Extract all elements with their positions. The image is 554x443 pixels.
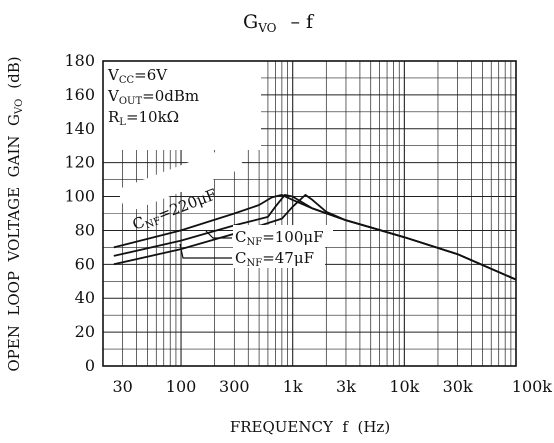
condition-vout: VOUT=0dBm xyxy=(107,87,199,107)
series-label-100: CNF=100μF xyxy=(235,228,324,248)
y-tick-label: 0 xyxy=(85,356,95,375)
plot-frame xyxy=(102,60,517,367)
y-tick-labels: 0 20 40 60 80 100 120 140 160 180 xyxy=(64,51,95,375)
x-axis-label: FREQUENCY f (Hz) xyxy=(230,418,390,436)
y-axis-label: OPEN LOOP VOLTAGE GAIN GVO(dB) xyxy=(5,56,25,371)
y-tick-label: 40 xyxy=(75,288,95,307)
conditions-box-bg xyxy=(103,61,261,150)
condition-vcc: VCC=6V xyxy=(107,66,168,86)
chart-title-rest: – f xyxy=(290,11,315,33)
conditions-box: VCC=6V VOUT=0dBm RL=10kΩ xyxy=(103,61,261,150)
label-bg-47 xyxy=(233,246,325,268)
x-tick-label: 100k xyxy=(512,377,553,396)
x-tick-label: 1k xyxy=(283,377,303,396)
series-line-2 xyxy=(113,193,517,281)
y-tick-label: 180 xyxy=(64,51,95,70)
x-tick-label: 10k xyxy=(389,377,419,396)
chart-title: GVO – f xyxy=(243,11,315,35)
condition-rl: RL=10kΩ xyxy=(108,108,179,128)
x-tick-label: 300 xyxy=(219,377,250,396)
label-bg-220 xyxy=(117,144,244,213)
y-tick-label: 20 xyxy=(75,322,95,341)
series-layer xyxy=(113,193,517,281)
x-tick-label: 30k xyxy=(443,377,473,396)
y-tick-label: 120 xyxy=(64,153,95,172)
x-tick-label: 30 xyxy=(112,377,132,396)
label-bg-100 xyxy=(233,225,333,247)
y-tick-label: 160 xyxy=(64,85,95,104)
x-tick-label: 100 xyxy=(166,377,197,396)
leader-100 xyxy=(205,230,232,239)
chart-title-sub: VO xyxy=(257,21,276,35)
y-tick-label: 60 xyxy=(75,254,95,273)
leader-47 xyxy=(179,243,232,259)
x-tick-labels: 30 100 300 1k 3k 10k 30k 100k xyxy=(112,377,552,396)
chart-title-main: G xyxy=(243,11,258,33)
y-tick-label: 80 xyxy=(75,220,95,239)
y-tick-label: 100 xyxy=(64,187,95,206)
series-label-47: CNF=47μF xyxy=(235,249,314,269)
y-tick-label: 140 xyxy=(64,119,95,138)
x-tick-label: 3k xyxy=(336,377,356,396)
